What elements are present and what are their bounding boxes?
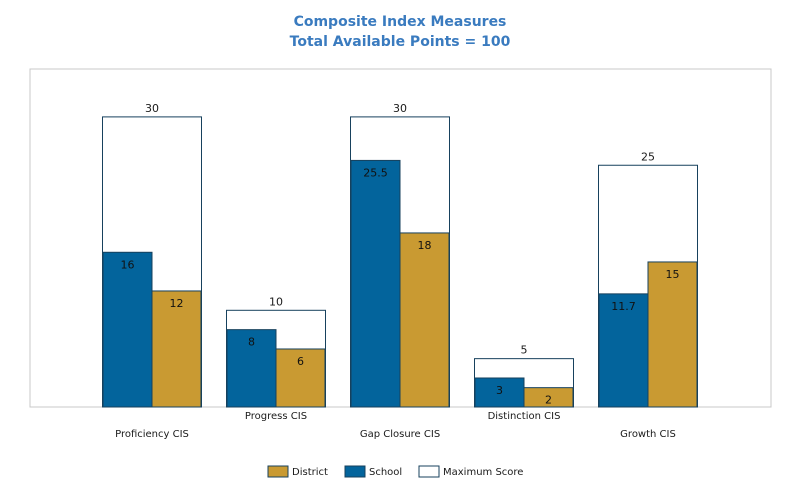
legend-label: Maximum Score [443,467,523,478]
category-label: Distinction CIS [488,411,561,422]
bar-district [275,348,326,408]
bar-district [647,261,698,408]
value-label-maximum-score: 10 [269,295,283,308]
legend-label: School [369,467,402,478]
value-label-district: 2 [545,394,552,407]
value-label-school: 16 [121,258,135,271]
value-label-school: 25.5 [363,166,388,179]
value-label-maximum-score: 5 [521,344,528,357]
value-label-maximum-score: 25 [641,150,655,163]
legend-swatch [267,465,289,478]
category-label: Gap Closure CIS [360,429,440,440]
value-label-school: 11.7 [611,300,636,313]
chart-subtitle: Total Available Points = 100 [289,34,511,50]
category-label: Proficiency CIS [115,429,189,440]
legend-swatch [344,465,366,478]
value-label-district: 12 [170,297,184,310]
value-label-district: 6 [297,355,304,368]
bar-school [102,251,153,408]
value-label-maximum-score: 30 [393,102,407,115]
bar-school [474,377,525,408]
chart-title: Composite Index Measures [293,14,507,30]
value-label-district: 15 [666,268,680,281]
bar-school [226,329,277,408]
legend-label: District [292,467,328,478]
bar-district [399,232,450,408]
value-label-district: 18 [418,239,432,252]
value-label-school: 8 [248,336,255,349]
legend-swatch [418,465,440,478]
category-label: Progress CIS [245,411,307,422]
bar-school [350,159,401,408]
value-label-school: 3 [496,384,503,397]
category-label: Growth CIS [620,429,676,440]
bar-district [151,290,202,408]
value-label-maximum-score: 30 [145,102,159,115]
bar-school [598,293,649,408]
bar-district [523,387,574,408]
